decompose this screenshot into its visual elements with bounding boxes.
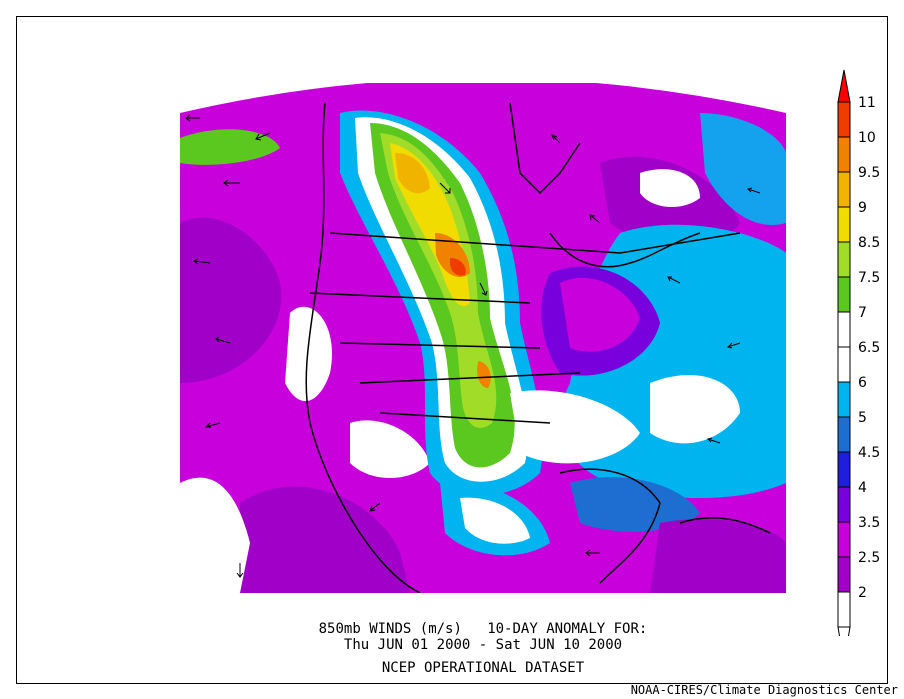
mexico-white-region xyxy=(460,497,530,544)
legend-tick-label: 8.5 xyxy=(858,235,880,251)
east-purple-region xyxy=(560,277,640,352)
jet-orange-core xyxy=(395,153,430,194)
color-legend: 11 10 9.5 9 8.5 7.5 7 6.5 6 5 4.5 4 3.5 2.5 2 xyxy=(837,69,880,636)
northeast-cyan-region xyxy=(700,113,786,225)
legend-swatch xyxy=(837,416,851,453)
legend-tick-label: 3.5 xyxy=(858,515,880,531)
legend-tick-label: 4 xyxy=(858,480,867,496)
legend-tick-label: 9 xyxy=(858,200,867,216)
legend-swatch xyxy=(837,591,851,628)
legend-swatch xyxy=(837,486,851,523)
legend-tick-label: 6.5 xyxy=(858,340,880,356)
dark-purple-region xyxy=(180,217,282,383)
southeast-white-region xyxy=(510,390,640,464)
white-region xyxy=(350,420,430,478)
legend-swatch xyxy=(837,381,851,418)
legend-tick-label: 4.5 xyxy=(858,445,880,461)
white-region xyxy=(285,306,332,402)
legend-swatch xyxy=(837,451,851,488)
legend-tick-label: 2 xyxy=(858,585,867,601)
legend-swatch xyxy=(837,171,851,208)
legend-tick-label: 7 xyxy=(858,305,867,321)
legend-tick-label: 6 xyxy=(858,375,867,391)
legend-swatch xyxy=(837,101,851,138)
legend-tick-label: 5 xyxy=(858,410,867,426)
caption-line-1: 850mb WINDS (m/s) 10-DAY ANOMALY FOR: xyxy=(318,621,648,637)
caption-line-2: Thu JUN 01 2000 - Sat JUN 10 2000 xyxy=(343,637,623,653)
legend-swatch xyxy=(837,241,851,278)
wind-vectors xyxy=(185,114,761,578)
green-region-nw xyxy=(180,129,280,165)
legend-swatch xyxy=(837,276,851,313)
gulf-blue-region xyxy=(570,477,700,532)
legend-swatch xyxy=(837,311,851,348)
legend-swatch xyxy=(837,556,851,593)
legend-tick-label: 7.5 xyxy=(858,270,880,286)
legend-bottom-arrow xyxy=(837,626,851,636)
dark-purple-region xyxy=(240,486,410,593)
legend-swatch xyxy=(837,136,851,173)
jet-orange-core xyxy=(477,361,491,388)
northeast-white-region xyxy=(640,169,700,208)
legend-tick-label: 11 xyxy=(858,95,876,111)
legend-swatch xyxy=(837,346,851,383)
plot-frame xyxy=(16,16,888,684)
wind-anomaly-map xyxy=(180,83,786,593)
caribbean-purple-region xyxy=(650,519,786,593)
east-white-region xyxy=(650,374,740,444)
caption-line-3: NCEP OPERATIONAL DATASET xyxy=(381,660,585,676)
legend-top-arrow xyxy=(837,69,851,103)
legend-tick-label: 10 xyxy=(858,130,876,146)
legend-swatch xyxy=(837,206,851,243)
legend-tick-label: 2.5 xyxy=(858,550,880,566)
jet-red-core xyxy=(450,258,466,276)
map-outlines xyxy=(305,102,771,593)
white-region xyxy=(180,477,250,593)
legend-swatch xyxy=(837,521,851,558)
credit-text: NOAA-CIRES/Climate Diagnostics Center xyxy=(630,683,898,697)
legend-tick-label: 9.5 xyxy=(858,165,880,181)
